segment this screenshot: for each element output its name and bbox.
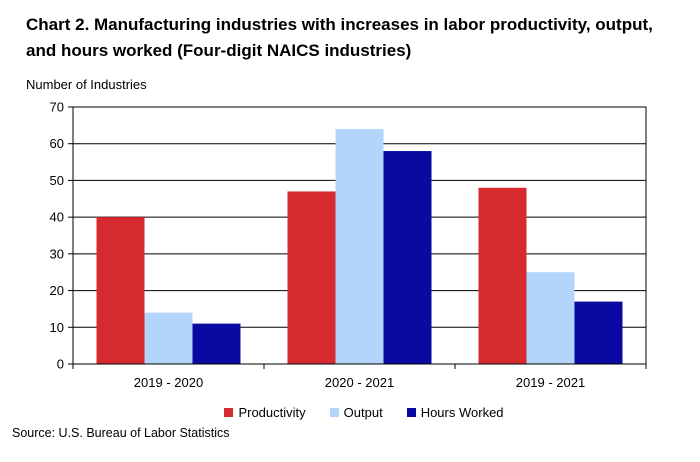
plot-frame	[72, 106, 647, 365]
bar-output-2019-2020	[144, 312, 193, 364]
axes	[68, 106, 647, 369]
chart-title: Chart 2. Manufacturing industries with i…	[26, 15, 653, 60]
y-tick-label-10: 10	[50, 320, 64, 335]
x-tick-label-2019-2020: 2019 - 2020	[134, 375, 203, 390]
x-tick-label-2019-2021: 2019 - 2021	[516, 375, 585, 390]
bars	[96, 129, 623, 364]
y-tick-label-0: 0	[57, 357, 64, 372]
bar-productivity-2019-2020	[96, 217, 145, 364]
legend-item-output: Output	[329, 405, 383, 420]
bar-hours-worked-2020-2021	[383, 151, 432, 364]
y-tick-label-50: 50	[50, 173, 64, 188]
y-axis-label: Number of Industries	[26, 77, 147, 92]
source-note: Source: U.S. Bureau of Labor Statistics	[12, 426, 230, 440]
y-tick-label-70: 70	[50, 100, 64, 115]
y-tick-label-40: 40	[50, 210, 64, 225]
legend: Productivity Output Hours Worked	[0, 405, 700, 420]
bar-hours-worked-2019-2021	[574, 301, 623, 364]
legend-swatch-productivity	[224, 408, 234, 417]
legend-swatch-hours-worked	[406, 408, 416, 417]
y-tick-label-60: 60	[50, 136, 64, 151]
x-tick-label-2020-2021: 2020 - 2021	[325, 375, 394, 390]
legend-swatch-output	[329, 408, 339, 417]
bar-output-2019-2021	[526, 272, 575, 364]
bar-productivity-2019-2021	[478, 187, 527, 364]
y-tick-label-20: 20	[50, 283, 64, 298]
legend-label-productivity: Productivity	[238, 405, 306, 420]
bar-productivity-2020-2021	[287, 191, 336, 364]
legend-label-hours-worked: Hours Worked	[420, 405, 504, 420]
legend-item-hours-worked: Hours Worked	[406, 405, 504, 420]
legend-item-productivity: Productivity	[224, 405, 306, 420]
legend-label-output: Output	[343, 405, 383, 420]
bar-hours-worked-2019-2020	[192, 323, 241, 364]
y-tick-label-30: 30	[50, 246, 64, 261]
bar-output-2020-2021	[335, 129, 384, 364]
tick-labels: 0 10 20 30 40 50 60 70 2019 - 2020 2020 - 2021 201…	[50, 100, 586, 391]
